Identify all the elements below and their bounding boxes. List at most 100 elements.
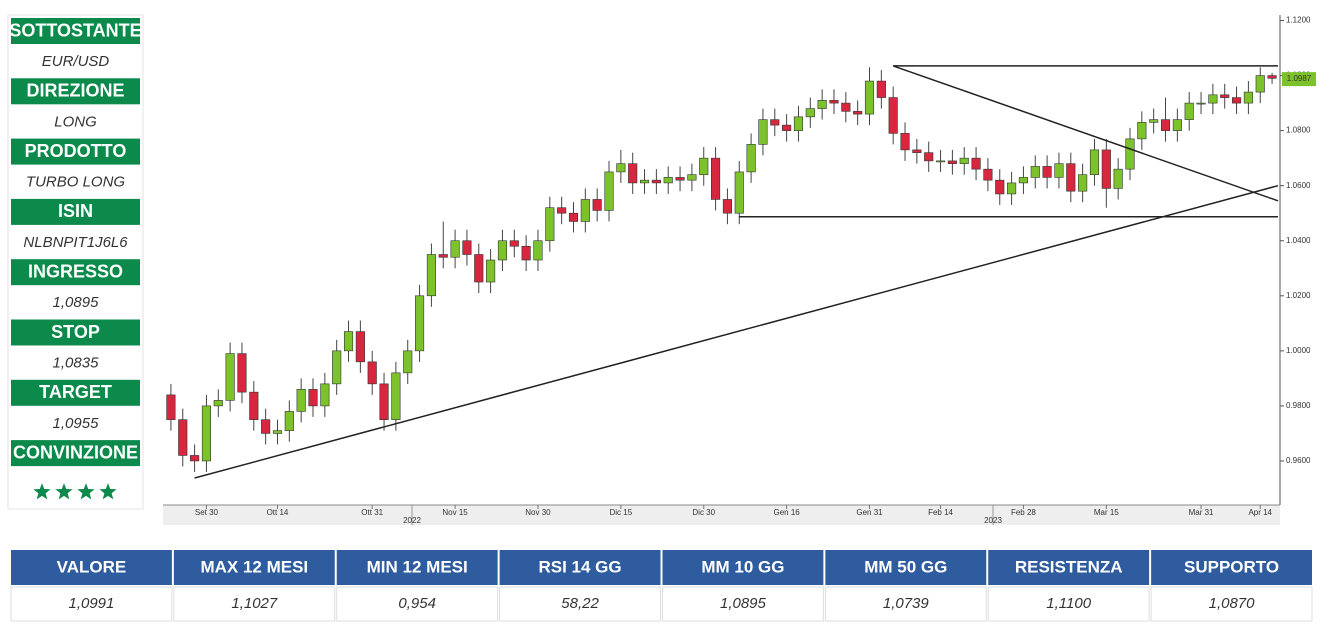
sidebar-value: TURBO LONG (26, 174, 126, 191)
table-header: MIN 12 MESI (367, 557, 468, 576)
x-tick-label: Mar 31 (1189, 508, 1214, 517)
candle-up (935, 160, 946, 163)
conviction-star (55, 483, 73, 500)
conviction-star (99, 483, 117, 500)
candle-down (474, 254, 484, 283)
x-tick-label: Nov 30 (525, 508, 551, 517)
x-tick-label: Ott 14 (267, 508, 289, 517)
candle-down (308, 389, 318, 407)
candle-up (1030, 166, 1040, 178)
sidebar-value: LONG (54, 113, 97, 130)
table-cell: 1,1100 (1046, 595, 1091, 612)
sidebar-header: TARGET (39, 382, 112, 402)
candle-up (391, 372, 401, 420)
candle-down (770, 119, 780, 126)
candle-up (1184, 102, 1194, 120)
sidebar-header: PRODOTTO (25, 141, 127, 161)
x-tick-label: Nov 15 (442, 508, 468, 517)
sidebar-header: ISIN (58, 201, 93, 221)
last-price-label: 1.0987 (1287, 74, 1312, 83)
candle-down (711, 157, 721, 200)
candle-up (1208, 94, 1218, 104)
table-cell-bg (173, 586, 336, 622)
candle-up (320, 383, 330, 407)
x-tick-label: Gen 16 (773, 508, 800, 517)
candle-up (213, 400, 223, 407)
table-cell: 1,0895 (720, 595, 767, 612)
candle-up (533, 240, 543, 261)
table-header: MM 50 GG (864, 557, 947, 576)
candle-up (1137, 122, 1147, 140)
sidebar-header-bg (11, 198, 140, 225)
table-header: MM 10 GG (701, 557, 784, 576)
candle-down (1101, 149, 1111, 189)
table-header: SUPPORTO (1184, 557, 1279, 576)
table-cell-bg (987, 586, 1150, 622)
candle-down (651, 179, 661, 184)
candle-down (912, 149, 922, 153)
table-cell-bg (10, 586, 173, 622)
candle-up (793, 116, 804, 131)
candle-up (296, 389, 306, 412)
candle-up (1172, 119, 1182, 131)
candle-up (403, 350, 413, 374)
table-cell: 1,1027 (231, 595, 278, 612)
x-tick-label: Gen 31 (856, 508, 883, 517)
candle-up (699, 157, 709, 175)
candle-up (1149, 119, 1159, 123)
y-tick-label: 0.9600 (1286, 456, 1311, 465)
candle-up (284, 411, 294, 431)
x-tick-label: Dic 15 (610, 508, 633, 517)
table-header-bg (825, 550, 987, 585)
candle-down (1220, 94, 1230, 98)
sidebar-value: 1,0955 (53, 415, 100, 432)
sidebar-header: SOTTOSTANTE (9, 20, 141, 40)
table-cell-bg (499, 586, 661, 622)
candle-up (1089, 149, 1100, 175)
candle-up (1054, 163, 1064, 178)
table-header-bg (336, 550, 498, 585)
y-tick-label: 1.0000 (1286, 346, 1311, 355)
candle-down (367, 361, 377, 385)
candle-down (924, 152, 934, 162)
candle-up (415, 295, 425, 352)
candle-up (1125, 138, 1135, 170)
candle-up (343, 331, 354, 352)
candle-down (782, 124, 792, 131)
sidebar-value: 1,0895 (53, 294, 100, 311)
table-cell: 58,22 (561, 595, 599, 612)
table-cell-bg (824, 586, 987, 622)
sidebar-header-bg (11, 379, 140, 406)
candle-up (616, 163, 626, 173)
year-label: 2023 (984, 516, 1002, 525)
x-tick-label: Mar 15 (1094, 508, 1119, 517)
candle-down (876, 80, 886, 98)
candle-down (178, 419, 188, 456)
sidebar-value: NLBNPIT1J6L6 (23, 234, 128, 251)
candle-down (1160, 119, 1171, 131)
candle-down (971, 157, 981, 170)
table-header-bg (1151, 550, 1312, 585)
candle-up (864, 80, 875, 115)
candle-down (722, 199, 732, 214)
sidebar-header: DIREZIONE (26, 81, 124, 101)
candle-down (947, 160, 957, 164)
conviction-star (77, 483, 95, 500)
sidebar-header: STOP (51, 322, 100, 342)
table-header: RSI 14 GG (538, 557, 621, 576)
candle-down (900, 133, 910, 151)
candle-down (379, 383, 389, 420)
candle-down (829, 100, 839, 104)
candle-down (509, 240, 519, 247)
trendline (892, 65, 1279, 202)
last-price-box (1282, 72, 1316, 87)
table-cell: 1,0739 (883, 595, 930, 612)
table-header: RESISTENZA (1015, 557, 1123, 576)
candle-up (497, 240, 508, 261)
candle-up (805, 108, 815, 118)
candle-up (758, 119, 768, 145)
sidebar-header: INGRESSO (28, 261, 123, 281)
y-tick-label: 1.1200 (1286, 16, 1311, 25)
